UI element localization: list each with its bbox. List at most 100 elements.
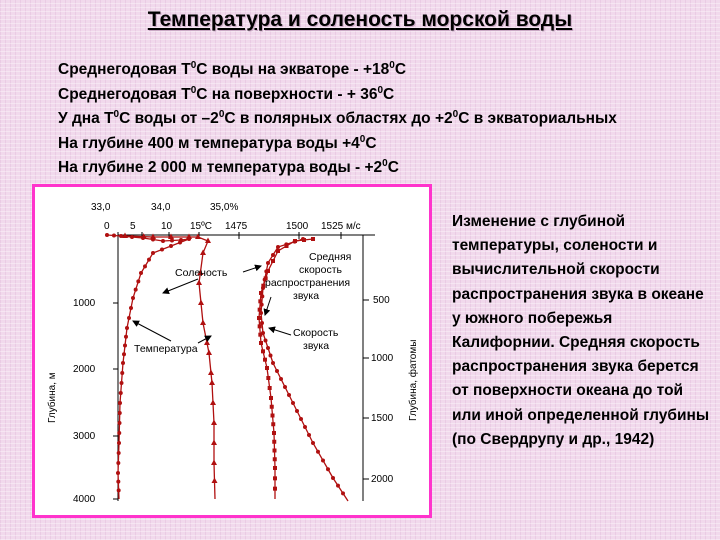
speed-curve-marker bbox=[260, 321, 264, 325]
temperature-curve-marker bbox=[197, 269, 204, 275]
depth-fathom-tick: 1500 bbox=[371, 413, 394, 424]
speed-curve-marker bbox=[331, 476, 335, 480]
speed-curve-marker bbox=[271, 361, 275, 365]
salinity-curve-marker bbox=[117, 431, 122, 435]
avg-speed-curve-marker bbox=[270, 413, 275, 418]
speed-curve-marker bbox=[299, 417, 303, 421]
salinity-curve-marker bbox=[120, 371, 125, 375]
temperature-curve-marker bbox=[204, 339, 210, 345]
speed-curve-marker bbox=[326, 467, 330, 472]
speed-curve-marker bbox=[284, 242, 289, 247]
avg-speed-curve-marker bbox=[258, 332, 263, 337]
avg-speed-curve-marker bbox=[266, 376, 271, 380]
avg-speed-label: Средняя bbox=[309, 251, 351, 263]
avg-speed-curve-marker bbox=[257, 316, 261, 320]
speed-curve-marker bbox=[264, 269, 269, 274]
speed-tick: 1525 м/с bbox=[321, 221, 361, 232]
salinity-curve-marker bbox=[147, 257, 151, 262]
avg-speed-curve-marker bbox=[259, 341, 263, 345]
figure-caption: Изменение с глубиной температуры, солено… bbox=[452, 213, 710, 448]
temp-tick: 15ºC bbox=[190, 221, 212, 232]
salinity-curve-marker bbox=[117, 421, 122, 425]
speed-curve-marker bbox=[260, 294, 265, 299]
speed-label: Скорость bbox=[293, 327, 339, 339]
temperature-curve-marker bbox=[122, 232, 128, 238]
salinity-curve-marker bbox=[112, 233, 116, 238]
speed-tick: 1475 bbox=[225, 221, 248, 232]
facts-list: Среднегодовая Т0С воды на экваторе - +18… bbox=[58, 58, 617, 181]
profile-figure: 33,0 34,0 35,0% 0 5 10 15ºC 1475 1500 15… bbox=[32, 184, 432, 518]
depth-m-tick: 3000 bbox=[73, 431, 96, 442]
avg-speed-curve-marker bbox=[257, 324, 262, 329]
speed-curve-marker bbox=[279, 377, 283, 381]
right-axis-label: Глубина, фатомы bbox=[407, 340, 419, 421]
salinity-curve-marker bbox=[119, 234, 123, 238]
avg-speed-curve bbox=[258, 238, 314, 499]
salinity-curve-marker bbox=[116, 488, 121, 493]
salinity-curve-marker bbox=[123, 343, 127, 348]
speed-curve-marker bbox=[341, 491, 345, 496]
depth-fathom-tick: 1000 bbox=[371, 353, 394, 364]
avg-speed-curve-marker bbox=[263, 357, 267, 362]
avg-speed-curve-marker bbox=[271, 422, 276, 427]
salinity-curve-marker bbox=[117, 411, 122, 415]
temperature-curve-marker bbox=[205, 237, 211, 243]
profile-diagram: 33,0 34,0 35,0% 0 5 10 15ºC 1475 1500 15… bbox=[46, 202, 419, 505]
fact-item: На глубине 2 000 м температура воды - +2… bbox=[58, 158, 399, 177]
avg-speed-label: звука bbox=[293, 290, 319, 302]
salinity-curve-marker bbox=[116, 461, 121, 465]
salinity-curve-marker bbox=[143, 264, 147, 269]
temperature-curve-marker bbox=[211, 477, 218, 483]
temp-tick: 10 bbox=[161, 221, 173, 232]
avg-speed-curve-marker bbox=[276, 249, 280, 253]
salinity-tick: 34,0 bbox=[151, 202, 171, 213]
salinity-curve-marker bbox=[116, 451, 121, 455]
salinity-curve-marker bbox=[118, 391, 123, 395]
avg-speed-curve-marker bbox=[259, 291, 263, 295]
speed-curve-marker bbox=[295, 409, 299, 413]
speed-curve-marker bbox=[291, 401, 295, 405]
avg-speed-curve-marker bbox=[269, 404, 274, 409]
temperature-curve-marker bbox=[186, 233, 192, 239]
salinity-curve-marker bbox=[136, 279, 141, 284]
salinity-curve-marker bbox=[178, 240, 182, 245]
temp-tick: 5 bbox=[130, 221, 136, 232]
avg-speed-curve-marker bbox=[272, 457, 277, 462]
speed-curve-marker bbox=[259, 311, 263, 315]
fact-item: На глубине 400 м температура воды +40С bbox=[58, 133, 377, 152]
avg-speed-curve-marker bbox=[265, 366, 269, 370]
avg-speed-curve-marker bbox=[267, 386, 272, 390]
speed-tick: 1500 bbox=[286, 221, 309, 232]
salinity-curve-marker bbox=[116, 479, 121, 484]
speed-label: звука bbox=[303, 340, 329, 352]
depth-m-tick: 4000 bbox=[73, 494, 96, 505]
avg-speed-curve-marker bbox=[273, 486, 277, 491]
speed-curve-marker bbox=[321, 458, 325, 463]
salinity-tick: 35,0% bbox=[210, 202, 238, 213]
salinity-curve-marker bbox=[118, 401, 122, 405]
temperature-curve-marker bbox=[195, 233, 201, 239]
avg-speed-label: скорость bbox=[299, 264, 343, 276]
temperature-curve-marker bbox=[200, 249, 206, 255]
salinity-curve-marker bbox=[151, 251, 155, 255]
depth-m-tick: 2000 bbox=[73, 364, 96, 375]
temperature-curve-marker bbox=[200, 319, 206, 325]
salinity-curve-marker bbox=[139, 271, 143, 275]
avg-speed-curve-marker bbox=[258, 299, 263, 304]
slide-title: Температура и соленость морской воды bbox=[147, 8, 573, 31]
salinity-curve-marker bbox=[127, 316, 131, 320]
speed-curve-marker bbox=[261, 286, 265, 290]
speed-curve-marker bbox=[262, 277, 267, 282]
speed-curve-marker bbox=[271, 253, 275, 257]
salinity-curve-marker bbox=[119, 381, 124, 385]
temperature-curve-marker bbox=[150, 233, 156, 239]
avg-speed-curve-marker bbox=[273, 476, 277, 481]
salinity-curve-marker bbox=[129, 306, 133, 310]
salinity-curve-marker bbox=[125, 326, 129, 330]
avg-speed-curve-marker bbox=[311, 237, 315, 241]
salinity-curve-marker bbox=[124, 334, 128, 339]
avg-speed-curve-marker bbox=[257, 307, 262, 312]
fact-item: Среднегодовая Т0С воды на экваторе - +18… bbox=[58, 60, 407, 79]
speed-curve-marker bbox=[283, 385, 287, 389]
salinity-curve-marker bbox=[122, 352, 126, 357]
